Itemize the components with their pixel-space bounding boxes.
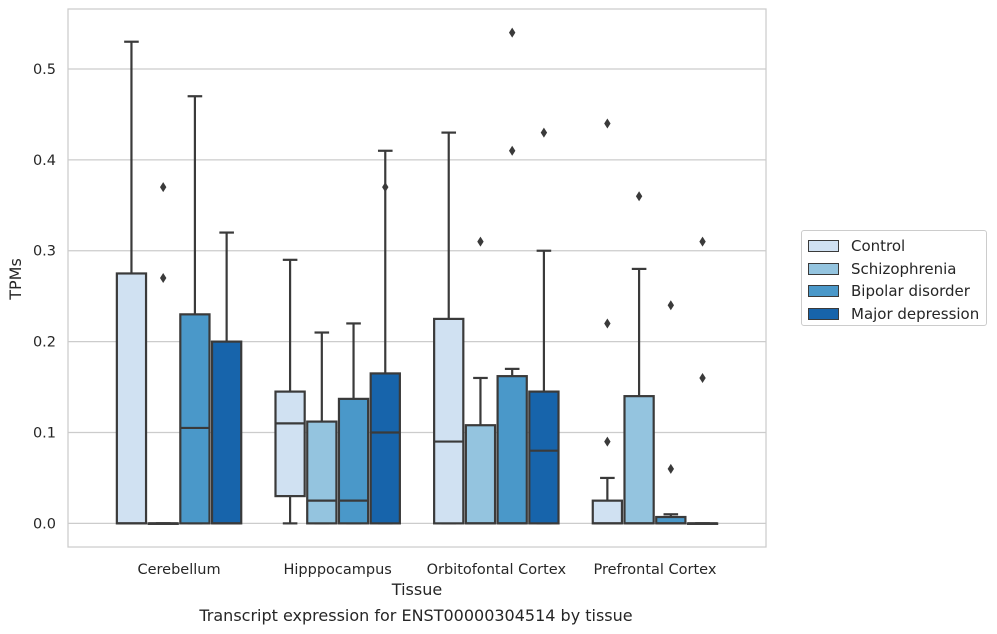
box-control-cerebellum	[115, 40, 148, 525]
box-bipolar-disorder-hipppocampus	[337, 322, 370, 525]
box-major-depression-orbitofontal-cortex	[528, 127, 560, 525]
box-schizophrenia-hipppocampus	[306, 331, 338, 525]
figure-caption: Transcript expression for ENST0000030451…	[199, 606, 633, 625]
iqr-box	[496, 375, 528, 525]
box-major-depression-hipppocampus	[369, 149, 401, 525]
box-schizophrenia-cerebellum	[147, 182, 179, 525]
iqr-box	[179, 313, 211, 525]
legend-label-control: Control	[851, 237, 906, 256]
legend-item-control: Control	[808, 235, 986, 258]
x-axis-label: Tissue	[391, 580, 442, 599]
y-tick-label: 0.5	[33, 62, 56, 78]
y-tick-labels: 0.0 0.1 0.2 0.3 0.4 0.5	[33, 62, 56, 532]
plot-area	[67, 8, 767, 548]
box-control-prefrontal-cortex	[591, 118, 624, 525]
outlier-point	[604, 318, 611, 329]
box-bipolar-disorder-cerebellum	[179, 95, 211, 525]
outlier-point	[667, 300, 675, 311]
x-tick-label-prefrontal-cortex: Prefrontal Cortex	[593, 562, 716, 578]
iqr-box	[464, 424, 497, 525]
legend-swatch-major-depression	[808, 307, 839, 320]
legend-label-schizophrenia: Schizophrenia	[851, 259, 957, 278]
box-schizophrenia-prefrontal-cortex	[623, 191, 655, 525]
outlier-point	[508, 145, 516, 156]
box-major-depression-cerebellum	[210, 231, 243, 525]
box-major-depression-prefrontal-cortex	[686, 236, 719, 525]
box-control-orbitofontal-cortex	[433, 131, 465, 525]
boxes	[115, 27, 719, 525]
outlier-point	[604, 118, 611, 129]
x-tick-label-cerebellum: Cerebellum	[137, 562, 220, 578]
box-schizophrenia-orbitofontal-cortex	[464, 236, 497, 525]
y-tick-label: 0.3	[33, 244, 56, 260]
legend-item-schizophrenia: Schizophrenia	[808, 258, 986, 281]
box-control-hipppocampus	[274, 258, 306, 525]
outlier-point	[667, 463, 675, 474]
y-tick-label: 0.2	[33, 335, 56, 351]
outlier-point	[159, 182, 167, 193]
legend-swatch-schizophrenia	[808, 262, 839, 275]
iqr-box	[115, 272, 148, 525]
legend-swatch-bipolar-disorder	[808, 285, 839, 298]
outlier-point	[477, 236, 484, 247]
y-tick-label: 0.4	[33, 153, 56, 169]
outlier-point	[159, 273, 167, 283]
iqr-box	[623, 395, 655, 525]
iqr-box	[591, 499, 624, 525]
outlier-point	[635, 191, 643, 202]
outlier-point	[508, 27, 516, 38]
iqr-box	[210, 340, 243, 525]
legend: Control Schizophrenia Bipolar disorder M…	[801, 230, 987, 326]
x-tick-labels: Cerebellum Hipppocampus Orbitofontal Corte…	[137, 562, 716, 578]
outlier-point	[699, 236, 706, 247]
legend-item-major-depression: Major depression	[808, 303, 986, 326]
x-tick-label-hipppocampus: Hipppocampus	[284, 562, 392, 578]
iqr-box	[337, 397, 370, 525]
legend-item-bipolar-disorder: Bipolar disorder	[808, 280, 986, 303]
iqr-box	[369, 372, 401, 525]
iqr-box	[274, 390, 306, 498]
y-axis-label: TPMs	[6, 258, 25, 301]
outlier-point	[699, 372, 706, 383]
iqr-box	[433, 317, 465, 525]
x-tick-label-orbitofontal-cortex: Orbitofontal Cortex	[427, 562, 567, 578]
legend-label-bipolar-disorder: Bipolar disorder	[851, 282, 970, 301]
box-bipolar-disorder-prefrontal-cortex	[655, 300, 687, 525]
outlier-point	[540, 127, 548, 138]
y-tick-label: 0.1	[33, 425, 56, 441]
legend-swatch-control	[808, 240, 839, 253]
outlier-point	[382, 182, 389, 193]
legend-label-major-depression: Major depression	[851, 304, 980, 323]
outlier-point	[604, 436, 611, 447]
iqr-box	[306, 420, 338, 525]
y-tick-label: 0.0	[33, 516, 56, 532]
iqr-box	[528, 390, 560, 525]
box-bipolar-disorder-orbitofontal-cortex	[496, 27, 528, 525]
